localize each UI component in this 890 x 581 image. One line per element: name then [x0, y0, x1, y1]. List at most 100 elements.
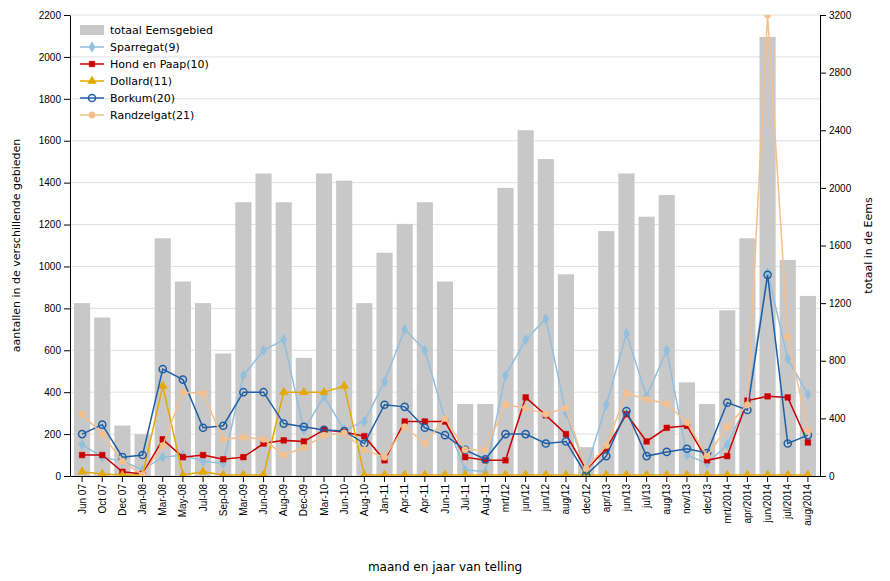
x-tick-label: dec/13: [702, 484, 713, 514]
x-tick-label: mrt/2014: [722, 484, 733, 524]
marker: [805, 428, 811, 434]
marker: [301, 445, 307, 451]
marker: [381, 454, 387, 460]
marker: [562, 470, 571, 476]
bar: [195, 303, 211, 476]
marker: [743, 470, 752, 476]
marker: [643, 396, 649, 402]
y2-axis-tick-mark: [820, 15, 826, 16]
x-tick-mark: [646, 476, 647, 482]
bar: [477, 404, 493, 476]
marker: [280, 420, 287, 427]
x-tick-label: Jan-08: [137, 484, 148, 515]
y-axis-tick-mark: [64, 476, 70, 477]
bar: [94, 318, 110, 476]
marker: [78, 467, 87, 474]
bar: [417, 202, 433, 476]
x-tick-mark: [586, 476, 587, 482]
x-tick-mark: [747, 476, 748, 482]
marker: [281, 452, 287, 458]
x-tick: Jul-08: [198, 476, 209, 511]
marker: [441, 432, 448, 439]
marker: [704, 458, 710, 469]
marker: [160, 442, 166, 448]
marker: [723, 470, 732, 476]
y-axis-tick-label: 200: [44, 429, 61, 440]
x-tick-mark: [465, 476, 466, 482]
marker: [462, 447, 468, 453]
marker: [724, 453, 730, 459]
legend-label: totaal Eemsgebied: [110, 24, 213, 37]
x-tick: nov/13: [681, 476, 692, 514]
x-tick-mark: [666, 476, 667, 482]
plot: Jun 07Oct 07Dec 07Jan-08Mar-08May-08Jul-…: [10, 10, 875, 574]
x-tick-label: aug/12: [560, 484, 571, 515]
marker: [380, 470, 389, 476]
y2-axis-tick-mark: [820, 418, 826, 419]
x-tick-label: dec/12: [581, 484, 592, 514]
marker: [199, 424, 206, 431]
x-tick-mark: [606, 476, 607, 482]
x-tick-label: Aug-11: [480, 484, 491, 516]
x-tick-label: Mar-10: [319, 484, 330, 516]
legend-item: Borkum(20): [80, 92, 175, 105]
y-axis-tick: 2000: [39, 52, 70, 63]
marker: [481, 470, 490, 476]
y-axis-tick-label: 1000: [39, 261, 62, 272]
grid-line: [70, 140, 820, 141]
x-tick-label: nov/13: [681, 484, 692, 514]
marker: [482, 447, 488, 453]
marker: [563, 431, 569, 437]
x-tick-label: Jul-08: [198, 484, 209, 512]
legend-marker: [89, 61, 95, 67]
x-tick-label: jul/13: [641, 484, 652, 509]
y2-axis-tick: 2800: [820, 67, 852, 78]
marker: [442, 414, 448, 425]
marker: [341, 430, 347, 436]
marker: [281, 335, 287, 346]
legend-item: Hond en Paap(10): [80, 58, 209, 71]
y2-axis-tick-mark: [820, 188, 826, 189]
marker: [118, 470, 127, 476]
legend-swatch: [80, 97, 104, 99]
x-tick-label: Jul-11: [460, 484, 471, 511]
x-tick-mark: [445, 476, 446, 482]
y-axis-tick-label: 1600: [39, 135, 62, 146]
x-tick-label: mrt/12: [500, 484, 511, 513]
y2-axis-tick-mark: [820, 303, 826, 304]
y2-axis-tick: 2000: [820, 183, 852, 194]
y2-axis-tick: 400: [820, 413, 846, 424]
marker: [502, 370, 508, 381]
marker: [300, 387, 309, 394]
x-tick-mark: [505, 476, 506, 482]
grid-line: [70, 182, 820, 183]
marker: [522, 405, 528, 411]
marker: [99, 431, 105, 437]
x-tick-label: Jun-10: [339, 484, 350, 515]
y-axis-tick: 1800: [39, 94, 70, 105]
marker: [765, 394, 771, 400]
y-axis-tick-mark: [64, 392, 70, 393]
marker: [501, 470, 510, 476]
x-tick: dec/12: [581, 476, 592, 514]
marker: [261, 345, 267, 356]
x-tick: Apr-11: [419, 476, 430, 513]
marker: [784, 440, 791, 447]
legend-swatch: [80, 25, 104, 35]
y-axis-tick-label: 0: [55, 471, 61, 482]
marker: [260, 436, 266, 442]
bar: [518, 130, 534, 476]
bar: [618, 173, 634, 476]
x-tick-label: May-08: [177, 484, 188, 518]
marker: [704, 453, 710, 459]
marker: [785, 395, 791, 401]
y2-axis-tick: 1600: [820, 240, 852, 251]
marker: [724, 399, 731, 406]
x-tick-mark: [767, 476, 768, 482]
y2-axis-tick-mark: [820, 130, 826, 131]
marks: [74, 15, 816, 476]
y-axis-tick-mark: [64, 434, 70, 435]
y-axis-tick: 2200: [39, 10, 70, 21]
marker: [502, 431, 509, 438]
marker: [542, 470, 551, 476]
